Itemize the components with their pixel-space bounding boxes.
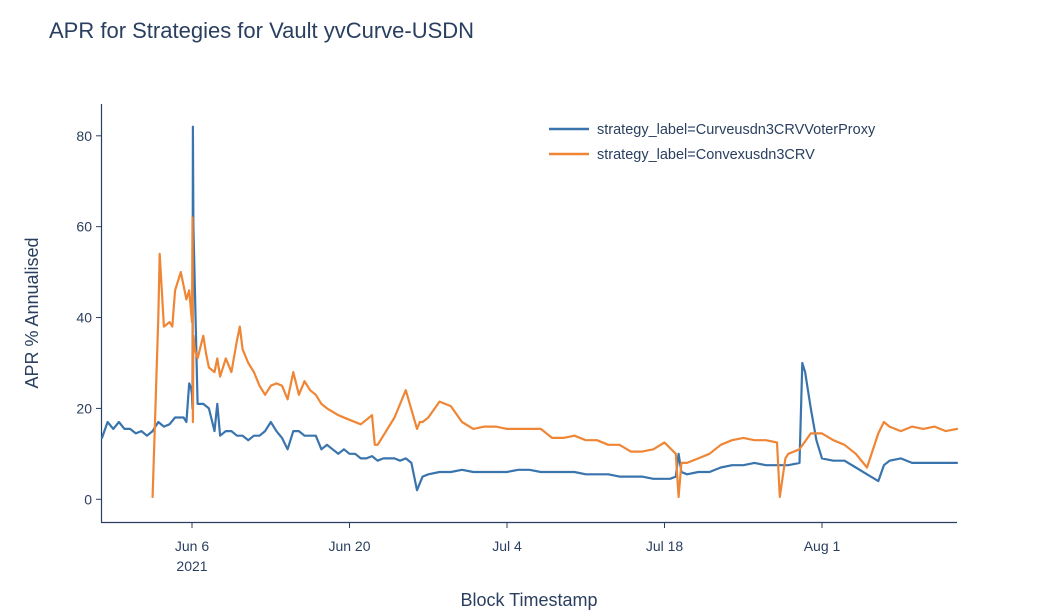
series-line-1	[100, 125, 959, 492]
legend-label-2: strategy_label=Convexusdn3CRV	[597, 147, 815, 163]
chart-title: APR for Strategies for Vault yvCurve-USD…	[49, 18, 475, 43]
x-tick-label: Jul 4	[492, 538, 522, 554]
x-tick-label: Jun 6	[175, 538, 209, 554]
x-tick-label: Jun 20	[328, 538, 370, 554]
series-line-2	[151, 216, 959, 499]
x-axis-title: Block Timestamp	[460, 590, 597, 610]
y-ticks: 0 20 40 60 80	[76, 128, 102, 507]
x-tick-sublabel: 2021	[176, 558, 207, 574]
legend: strategy_label=Curveusdn3CRVVoterProxyst…	[549, 122, 876, 163]
axes	[100, 104, 957, 524]
y-tick-label: 80	[76, 128, 92, 144]
legend-label-1: strategy_label=Curveusdn3CRVVoterProxy	[597, 122, 876, 138]
series-lines	[100, 125, 959, 499]
y-tick-label: 0	[84, 491, 92, 507]
y-tick-label: 20	[76, 400, 92, 416]
x-tick-label: Jul 18	[646, 538, 684, 554]
y-axis-title: APR % Annualised	[22, 237, 42, 388]
y-tick-label: 40	[76, 310, 92, 326]
x-tick-label: Aug 1	[804, 538, 841, 554]
x-ticks: Jun 6 2021 Jun 20 Jul 4 Jul 18 Aug 1	[175, 522, 841, 574]
y-tick-label: 60	[76, 219, 92, 235]
